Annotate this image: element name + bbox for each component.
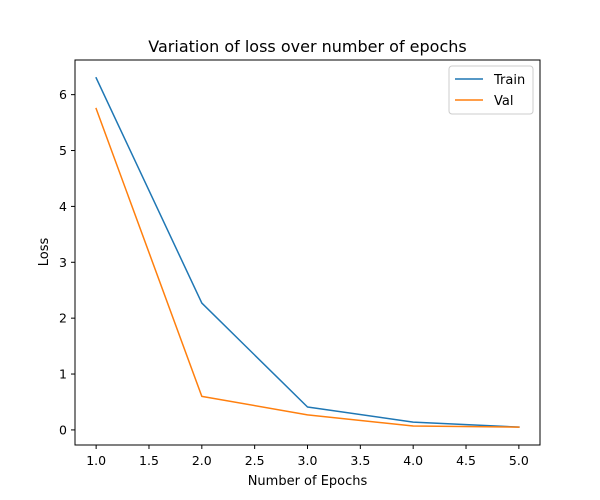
y-tick-label: 4 (59, 199, 67, 214)
series-line-val (95, 107, 520, 428)
plot-area (74, 59, 541, 446)
y-tick-label: 6 (59, 87, 67, 102)
y-tick-label: 3 (59, 255, 67, 270)
x-tick-label: 4.0 (403, 453, 423, 468)
x-tick-label: 3.0 (298, 453, 318, 468)
chart-title: Variation of loss over number of epochs (148, 37, 466, 56)
series-line-train (95, 76, 520, 428)
y-tick-label: 2 (59, 311, 67, 326)
y-tick-label: 0 (59, 422, 67, 437)
x-tick-label: 1.5 (139, 453, 159, 468)
x-tick-label: 2.5 (245, 453, 265, 468)
x-axis-label: Number of Epochs (248, 474, 368, 489)
x-tick-label: 1.0 (86, 453, 106, 468)
legend-box (448, 65, 534, 115)
x-tick-label: 3.5 (350, 453, 370, 468)
y-tick-label: 1 (59, 367, 67, 382)
y-axis: 0 1 2 3 4 5 6 (59, 87, 75, 437)
x-tick-label: 2.0 (192, 453, 212, 468)
series-lines (95, 76, 520, 428)
x-tick-label: 4.5 (456, 453, 476, 468)
y-tick-label: 5 (59, 143, 67, 158)
legend-label-train: Train (493, 73, 525, 88)
legend-label-val: Val (494, 94, 513, 109)
y-axis-label: Loss (37, 238, 52, 267)
legend: Train Val (448, 65, 534, 115)
x-tick-label: 5.0 (509, 453, 529, 468)
x-axis: 1.0 1.5 2.0 2.5 3.0 3.5 4.0 4.5 5.0 (86, 445, 529, 468)
